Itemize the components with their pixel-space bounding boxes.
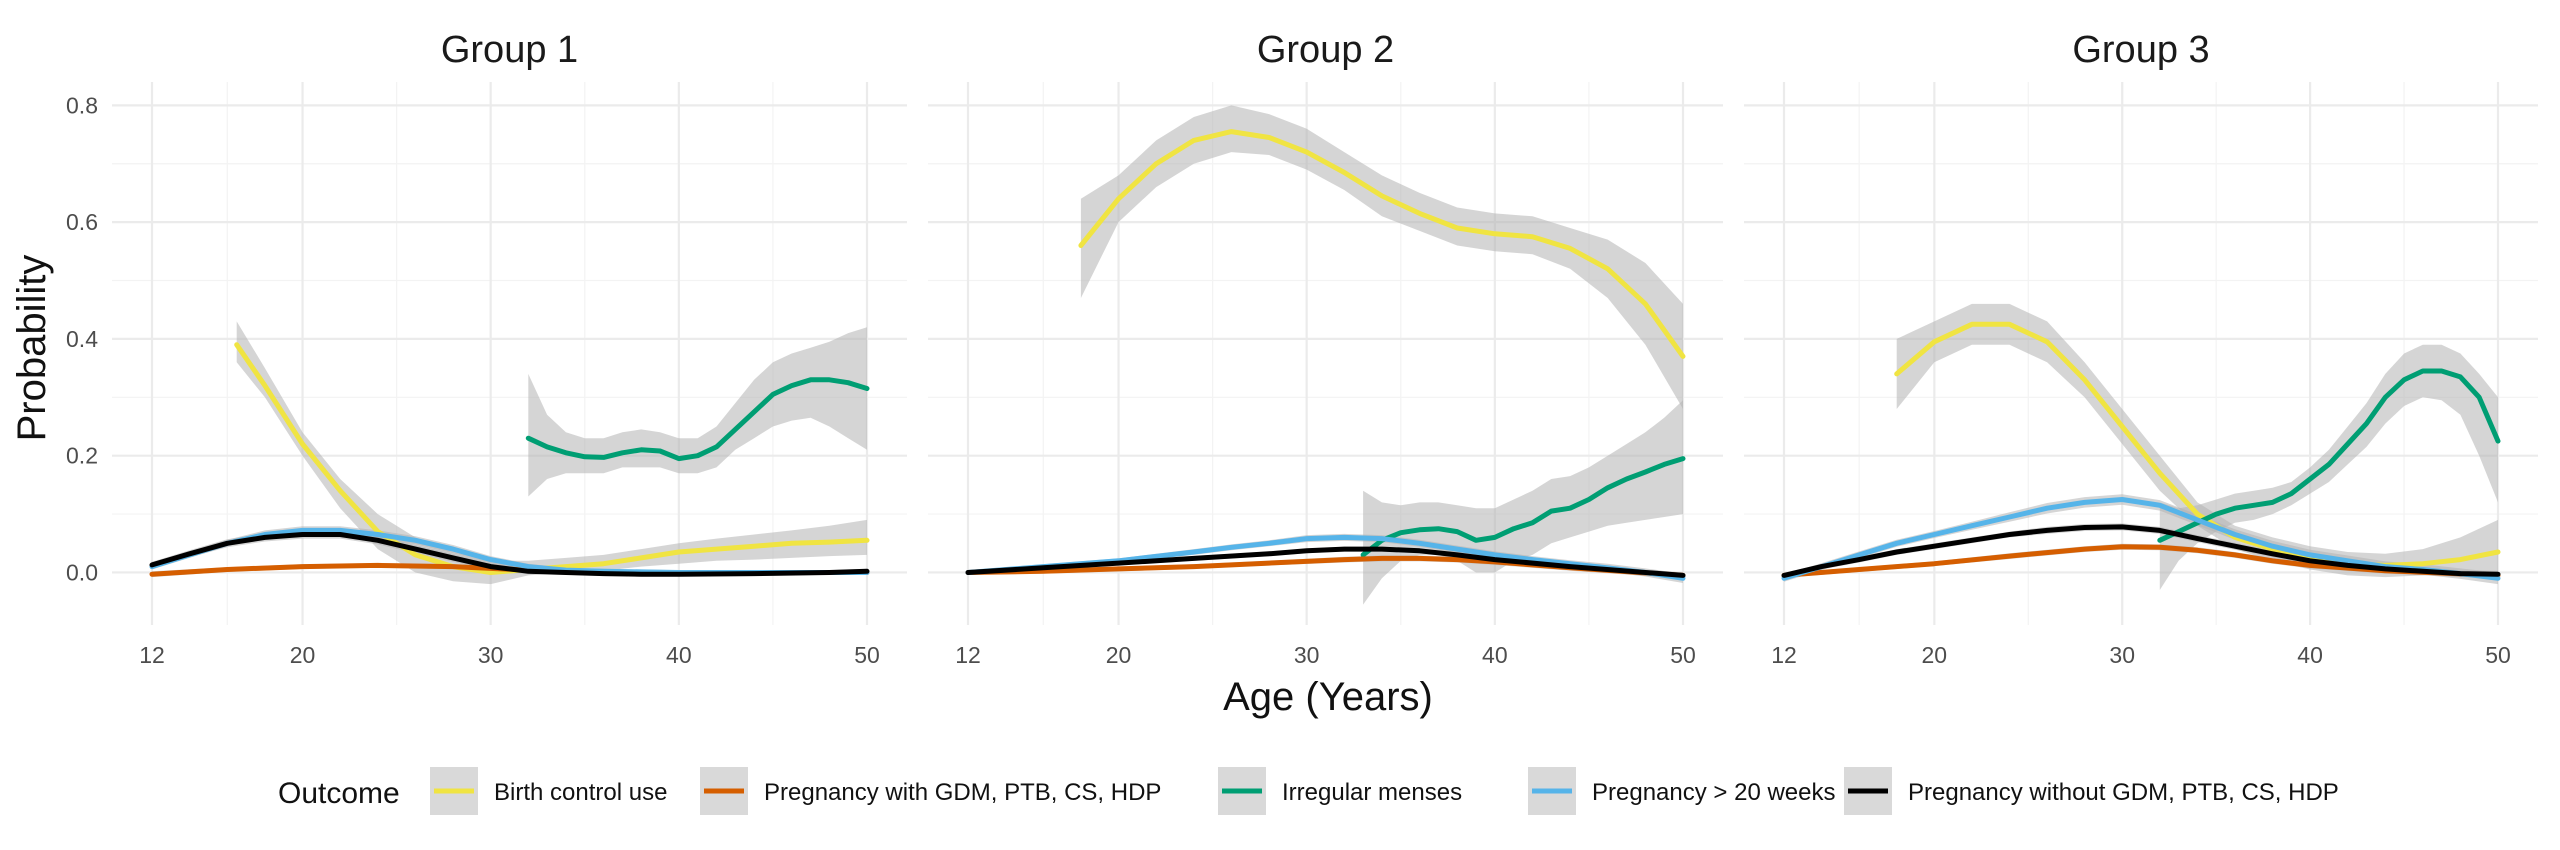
- x-tick-label: 40: [2297, 642, 2323, 668]
- ribbon-irr: [528, 327, 867, 497]
- y-tick-label: 0.6: [66, 209, 98, 235]
- legend: Outcome Birth control use Pregnancy with …: [278, 767, 2339, 815]
- x-tick-label: 50: [854, 642, 880, 668]
- panel-group-1: Group 1 12 20 30 40 50 0.0 0.2 0.4 0.6 0.8: [66, 29, 907, 668]
- x-tick-label: 30: [1294, 642, 1320, 668]
- panel-group-3: Group 3 12 20 30 40 50: [1744, 29, 2538, 668]
- series-line-nogdm: [965, 546, 1686, 578]
- legend-label: Pregnancy > 20 weeks: [1592, 779, 1835, 806]
- legend-label: Pregnancy without GDM, PTB, CS, HDP: [1908, 779, 2339, 806]
- x-tick-label: 50: [2485, 642, 2511, 668]
- legend-entry-bc: Birth control use: [430, 767, 667, 815]
- y-tick-label: 0.8: [66, 92, 98, 118]
- legend-entry-irr: Irregular menses: [1218, 767, 1462, 815]
- panels: Group 1 12 20 30 40 50 0.0 0.2 0.4 0.6 0.8 Group 2 1…: [66, 29, 2538, 668]
- series-line-nogdm: [149, 532, 870, 577]
- series-line-irr: [1360, 456, 1686, 558]
- legend-label: Irregular menses: [1282, 779, 1462, 806]
- x-tick-label: 50: [1670, 642, 1696, 668]
- legend-label: Pregnancy with GDM, PTB, CS, HDP: [764, 779, 1161, 806]
- y-axis-title: Probability: [10, 255, 54, 442]
- legend-label: Birth control use: [494, 779, 667, 806]
- series-line-nogdm: [1781, 524, 2501, 578]
- legend-entry-gdm: Pregnancy with GDM, PTB, CS, HDP: [700, 767, 1161, 815]
- x-tick-label: 20: [290, 642, 316, 668]
- x-tick-label: 20: [1106, 642, 1132, 668]
- x-tick-label: 20: [1922, 642, 1948, 668]
- x-tick-label: 12: [955, 642, 981, 668]
- panel-title: Group 1: [441, 29, 578, 71]
- panel-group-2: Group 2 12 20 30 40 50: [928, 29, 1723, 668]
- y-tick-label: 0.0: [66, 559, 98, 585]
- series-line-p20: [1781, 497, 2501, 581]
- series-line-irr: [2157, 368, 2501, 543]
- x-tick-label: 12: [1771, 642, 1797, 668]
- x-tick-label: 40: [1482, 642, 1508, 668]
- x-tick-label: 30: [2109, 642, 2135, 668]
- x-tick-label: 12: [139, 642, 165, 668]
- x-tick-label: 40: [666, 642, 692, 668]
- series-line-irr: [525, 377, 870, 462]
- x-tick-label: 30: [478, 642, 504, 668]
- series-line-bc: [1078, 129, 1686, 359]
- y-tick-label: 0.2: [66, 443, 98, 469]
- legend-entry-p20: Pregnancy > 20 weeks: [1528, 767, 1835, 815]
- series-line-gdm: [1781, 544, 2501, 578]
- panel-title: Group 2: [1257, 29, 1394, 71]
- legend-title: Outcome: [278, 777, 400, 810]
- y-tick-label: 0.4: [66, 326, 98, 352]
- series-line-p20: [965, 534, 1686, 581]
- x-axis-title: Age (Years): [1223, 675, 1433, 719]
- panel-title: Group 3: [2072, 29, 2209, 71]
- legend-entry-nogdm: Pregnancy without GDM, PTB, CS, HDP: [1844, 767, 2339, 815]
- series-line-bc: [1894, 321, 2501, 568]
- ribbon-bc: [1080, 105, 1683, 410]
